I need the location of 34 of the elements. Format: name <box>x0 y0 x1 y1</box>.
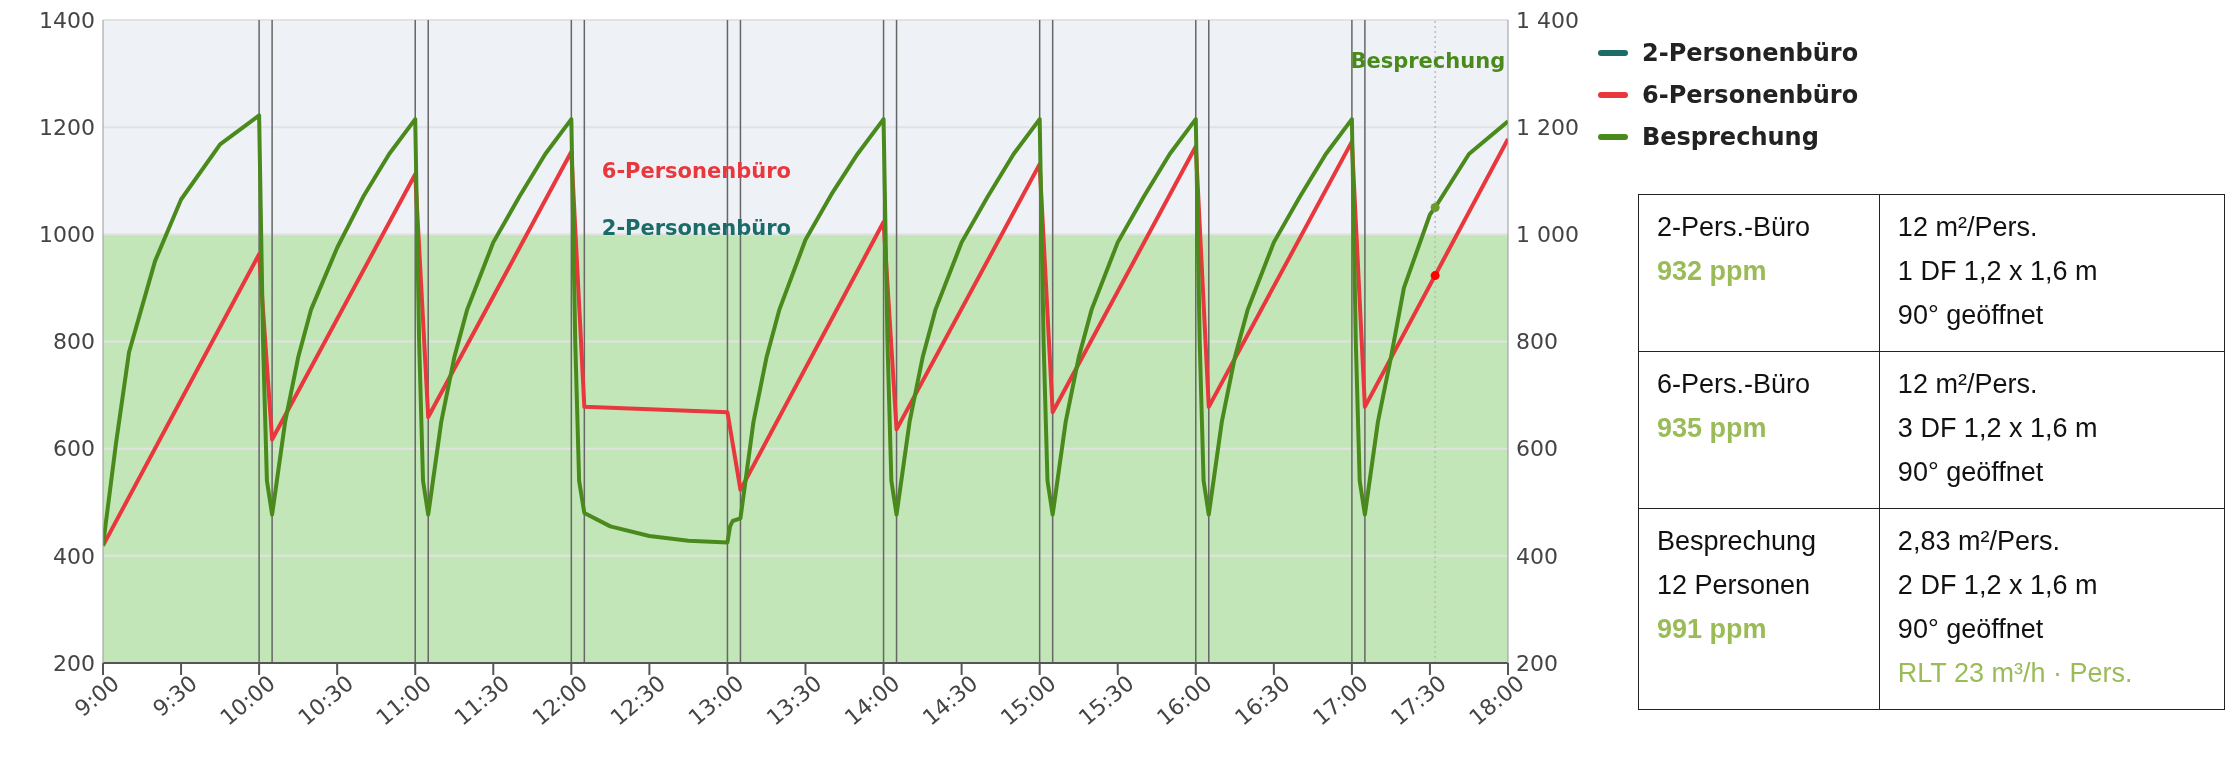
legend-label: Besprechung <box>1641 122 1820 153</box>
y-tick-label: 800 <box>53 329 95 355</box>
text: 2-Pers.-Büro <box>1657 211 1812 244</box>
y-tick-label: 1000 <box>39 222 95 248</box>
y2-tick-label: 1 000 <box>1516 222 1579 248</box>
y-tick-label: 1200 <box>39 114 95 140</box>
legend-label: 2-Personenbüro <box>1641 38 1859 69</box>
text: RLT 23 m³/h · Pers. <box>1897 657 2134 690</box>
y2-tick-label: 1 400 <box>1516 7 1579 33</box>
text: 991 ppm <box>1657 613 1768 646</box>
legend-label: 6-Personenbüro <box>1641 80 1859 111</box>
y2-tick-label: 600 <box>1516 436 1558 462</box>
text: 90° geöffnet <box>1897 613 2045 646</box>
text: 6-Pers.-Büro <box>1657 368 1812 401</box>
y-tick-label: 400 <box>53 543 95 569</box>
text: 2 DF 1,2 x 1,6 m <box>1897 569 2099 602</box>
text: 2,83 m²/Pers. <box>1897 525 2061 558</box>
text: 90° geöffnet <box>1897 456 2045 489</box>
text: 932 ppm <box>1657 255 1768 288</box>
text: 12 m²/Pers. <box>1897 211 2039 244</box>
y-tick-label: 1400 <box>39 7 95 33</box>
text: 3 DF 1,2 x 1,6 m <box>1897 412 2099 445</box>
text: 12 m²/Pers. <box>1897 368 2039 401</box>
y-tick-label: 600 <box>53 436 95 462</box>
text: 935 ppm <box>1657 412 1768 445</box>
text: 12 Personen <box>1657 569 1812 602</box>
y2-tick-label: 400 <box>1516 543 1558 569</box>
text: Besprechung <box>1657 525 1818 558</box>
y2-tick-label: 800 <box>1516 329 1558 355</box>
y2-tick-label: 200 <box>1516 650 1558 676</box>
y-tick-label: 200 <box>53 650 95 676</box>
text: 90° geöffnet <box>1897 299 2045 332</box>
y2-tick-label: 1 200 <box>1516 114 1579 140</box>
text: 1 DF 1,2 x 1,6 m <box>1897 255 2099 288</box>
